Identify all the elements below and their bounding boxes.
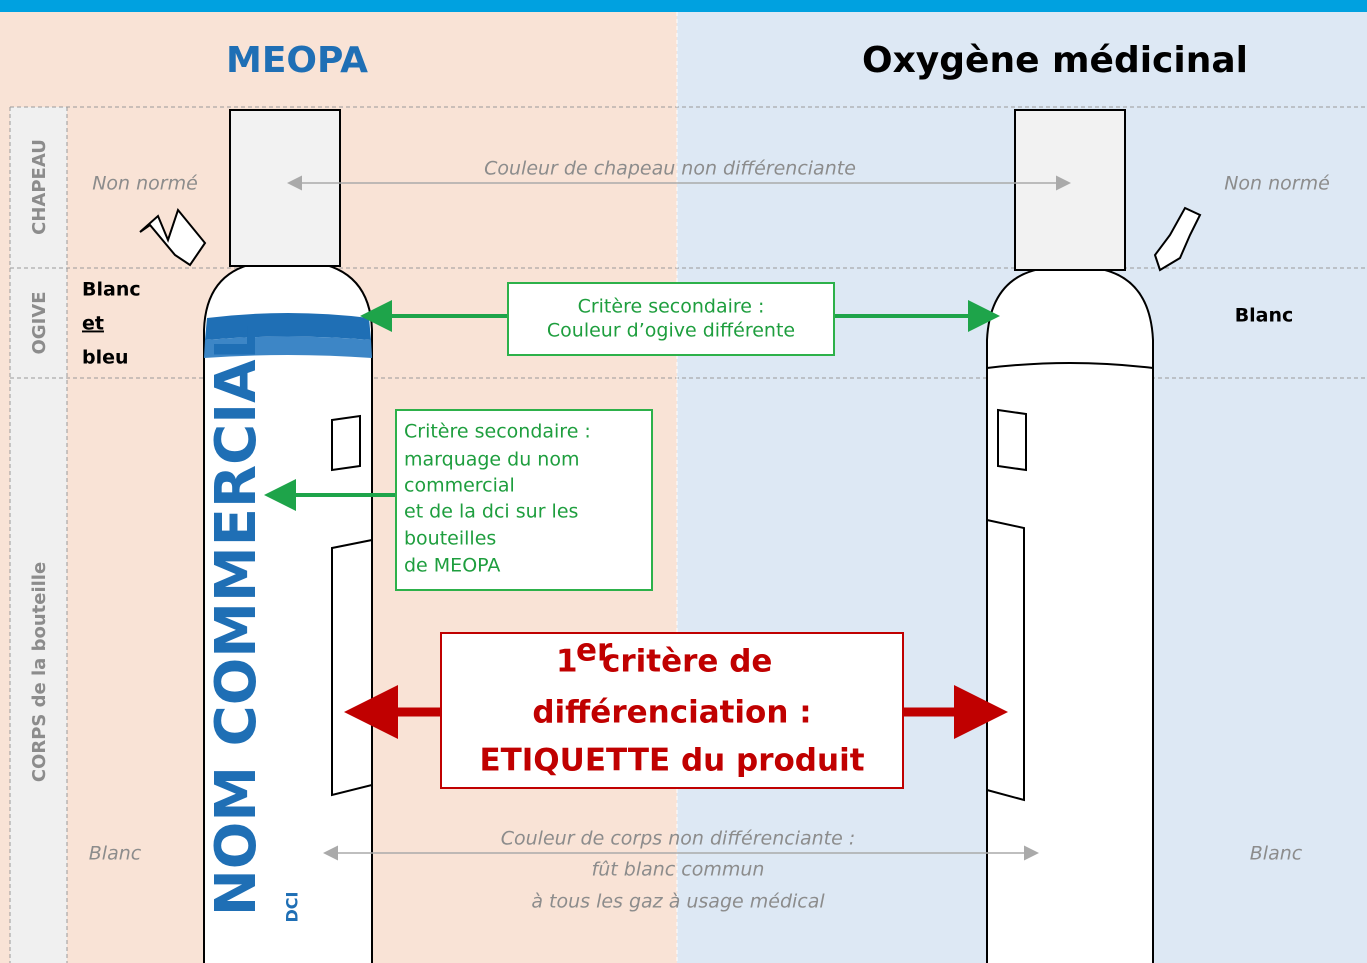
main-text: critère de (602, 644, 772, 680)
note: Couleur de corps non différenciante : (501, 828, 856, 850)
banner (0, 0, 1367, 12)
note: fût blanc commun (592, 859, 765, 881)
callout-line: bouteilles (404, 528, 496, 550)
bottle (987, 268, 1153, 963)
note: Blanc (1235, 305, 1294, 327)
main-text: ETIQUETTE du produit (479, 743, 864, 779)
cap (230, 110, 340, 266)
zone-label: OGIVE (29, 292, 50, 355)
diagram: CHAPEAU OGIVE CORPS de la bouteille MEOP… (0, 0, 1367, 963)
callout-line: commercial (404, 475, 515, 497)
note: bleu (82, 347, 129, 369)
note: à tous les gaz à usage médical (531, 891, 825, 913)
callout-text: Couleur d’ogive différente (547, 320, 795, 342)
main-number: 1 (556, 644, 578, 680)
callout-line: de MEOPA (404, 555, 500, 577)
cap (1015, 110, 1125, 270)
callout-line: et de la dci sur les (404, 501, 578, 523)
note: et (82, 313, 104, 335)
note: Couleur de chapeau non différenciante (484, 158, 856, 180)
callout-line: marquage du nom (404, 449, 579, 471)
note: Blanc (89, 843, 142, 865)
dci: DCI (283, 892, 302, 923)
column-title: MEOPA (226, 40, 368, 81)
callout-text: Critère secondaire : (578, 296, 765, 318)
note: Blanc (1250, 843, 1303, 865)
main-text: différenciation : (532, 695, 811, 731)
note: Non normé (92, 173, 198, 195)
column-title: Oxygène médicinal (862, 40, 1248, 81)
commercial-name: NOM COMMERCIAL (204, 324, 269, 916)
zone-label: CORPS de la bouteille (29, 562, 50, 782)
zone-label: CHAPEAU (29, 139, 50, 235)
callout-line: Critère secondaire : (404, 421, 591, 443)
note: Non normé (1224, 173, 1330, 195)
note: Blanc (82, 279, 141, 301)
